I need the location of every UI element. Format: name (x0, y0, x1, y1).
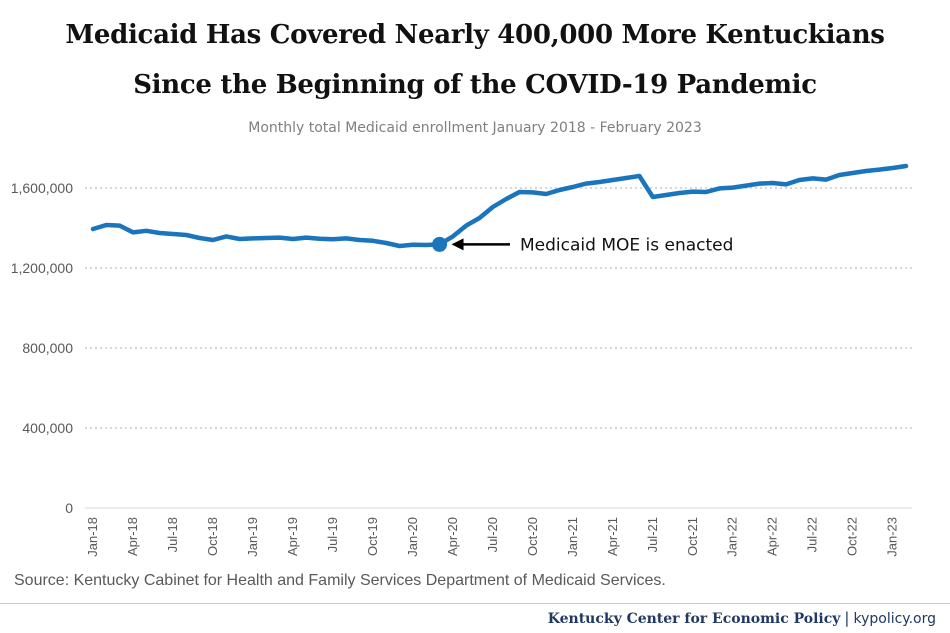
x-tick-label: Jul-19 (325, 517, 340, 552)
footer-url[interactable]: kypolicy.org (853, 611, 936, 627)
x-tick-label: Jan-22 (725, 517, 740, 557)
x-tick-label: Jul-20 (485, 517, 500, 552)
x-tick-label: Jan-19 (245, 517, 260, 557)
footer-separator: | (844, 609, 850, 627)
gridlines (85, 187, 912, 429)
annotation-marker (432, 236, 448, 252)
series-line (90, 163, 909, 249)
line-chart: 0 400,000 800,000 1,200,000 1,600,000 Jan-18… (11, 163, 912, 557)
annotation: Medicaid MOE is enacted (432, 235, 733, 255)
x-tick-label: Jul-18 (165, 517, 180, 552)
x-tick-label: Apr-18 (125, 517, 140, 556)
annotation-arrow-head (451, 238, 464, 251)
chart-title-line-2: Since the Beginning of the COVID-19 Pand… (133, 70, 817, 100)
x-tick-label: Jan-23 (885, 517, 900, 557)
annotation-label: Medicaid MOE is enacted (520, 235, 733, 255)
y-tick-label: 400,000 (22, 420, 73, 436)
x-tick-label: Apr-22 (765, 517, 780, 556)
y-tick-label: 800,000 (22, 340, 73, 356)
x-tick-label: Jul-21 (645, 517, 660, 552)
chart-title: Medicaid Has Covered Nearly 400,000 More… (65, 20, 885, 50)
y-axis-ticks: 0 400,000 800,000 1,200,000 1,600,000 (11, 180, 74, 516)
footer-org-name: Kentucky Center for Economic Policy (547, 611, 841, 627)
x-tick-label: Oct-22 (845, 517, 860, 556)
x-tick-label: Oct-20 (525, 517, 540, 556)
y-tick-label: 1,200,000 (11, 260, 73, 276)
source-note: Source: Kentucky Cabinet for Health and … (14, 572, 666, 589)
x-tick-label: Oct-18 (205, 517, 220, 556)
footer-divider (0, 603, 950, 604)
x-tick-label: Jan-21 (565, 517, 580, 557)
series (90, 163, 909, 249)
y-tick-label: 0 (65, 500, 73, 516)
x-axis: Jan-18 Apr-18 Jul-18 Oct-18 Jan-19 Apr-19 Jul-… (85, 507, 912, 557)
y-tick-label: 1,600,000 (11, 180, 73, 196)
x-tick-label: Apr-19 (285, 517, 300, 556)
x-tick-label: Oct-19 (365, 517, 380, 556)
x-tick-label: Jan-20 (405, 517, 420, 557)
footer: Kentucky Center for Economic Policy | kypo… (548, 609, 936, 627)
x-tick-label: Oct-21 (685, 517, 700, 556)
x-tick-label: Apr-20 (445, 517, 460, 556)
x-tick-label: Jul-22 (805, 517, 820, 552)
x-tick-label: Apr-21 (605, 517, 620, 556)
x-tick-label: Jan-18 (85, 517, 100, 557)
chart-subtitle: Monthly total Medicaid enrollment Januar… (248, 120, 702, 136)
